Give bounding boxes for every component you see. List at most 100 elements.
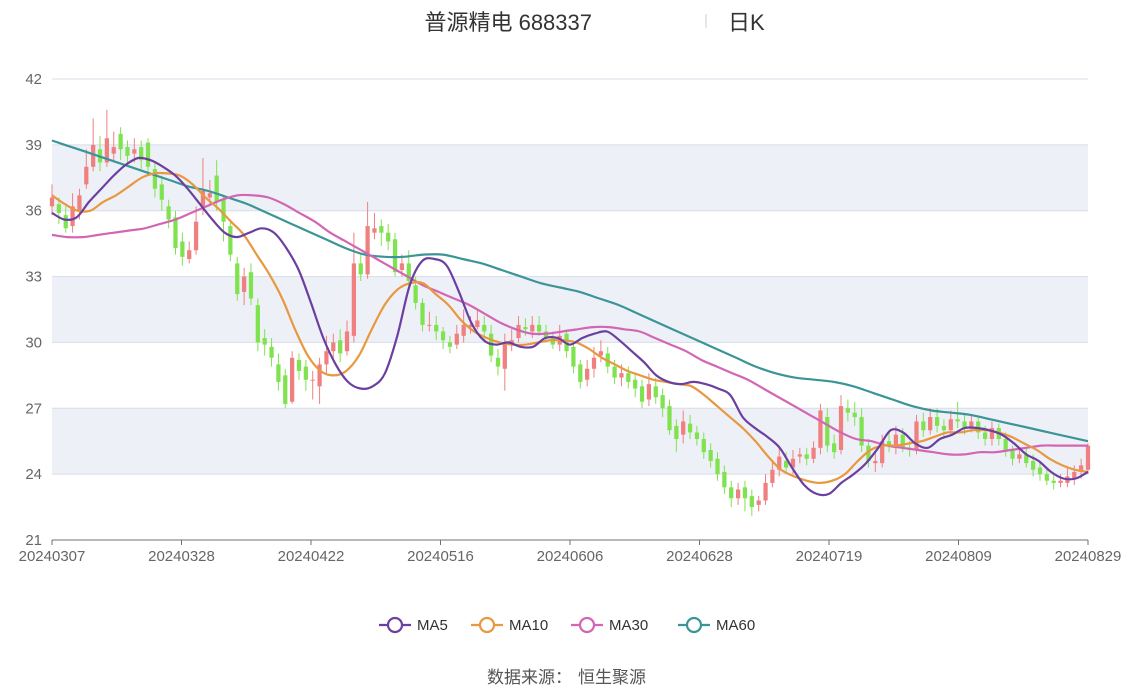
candle-body	[694, 432, 700, 440]
candle-body	[742, 487, 748, 499]
candle-body	[914, 421, 919, 450]
candle-body	[214, 175, 219, 202]
candle-body	[818, 410, 823, 448]
candle-body	[145, 142, 151, 167]
candle-body	[104, 138, 110, 163]
candle-body	[166, 206, 171, 220]
candle-body	[934, 417, 940, 426]
candle-body	[241, 276, 247, 292]
candle-body	[777, 456, 782, 470]
candle-body	[262, 338, 267, 345]
candle-body	[49, 197, 55, 207]
candle-body	[722, 471, 727, 488]
candle-body	[420, 302, 425, 325]
candle-body	[880, 441, 885, 464]
source-value: 恒生聚源	[578, 668, 646, 687]
candle-body	[969, 421, 974, 429]
candle-body	[859, 417, 864, 446]
candle-body	[310, 379, 315, 381]
moving-average-lines	[51, 139, 1089, 497]
candle-body	[1030, 460, 1036, 470]
legend-item-ma10[interactable]: MA10	[471, 616, 548, 634]
candle-body	[941, 425, 947, 431]
candle-body	[317, 364, 322, 387]
candle-body	[962, 421, 967, 429]
candle-body	[63, 215, 68, 229]
candle-body	[763, 482, 768, 501]
candle-body	[571, 346, 576, 367]
candle-body	[399, 263, 405, 270]
candle-body	[1085, 445, 1091, 470]
candle-body	[173, 217, 178, 249]
grid-band	[52, 144, 1088, 211]
candle-body	[152, 169, 158, 189]
candle-body	[290, 357, 295, 402]
candle-body	[351, 263, 357, 336]
y-tick-label: 30	[25, 334, 42, 351]
legend-item-ma60[interactable]: MA60	[678, 616, 755, 634]
candle-body	[200, 190, 206, 207]
candle-body	[434, 324, 439, 332]
candle-body	[180, 241, 185, 257]
candle-body	[585, 368, 590, 380]
candle-body	[598, 351, 604, 356]
legend-label: MA60	[716, 617, 755, 634]
candle-body	[372, 228, 377, 233]
candle-body	[139, 147, 144, 161]
candle-body	[468, 324, 473, 328]
x-tick-label: 20240809	[925, 548, 992, 565]
candle-body	[790, 458, 796, 468]
candle-body	[77, 195, 82, 211]
series-line-ma30	[51, 193, 1088, 456]
candle-body	[639, 386, 645, 402]
candle-body	[283, 375, 288, 404]
candle-body	[955, 419, 960, 422]
candle-body	[159, 184, 164, 200]
candle-body	[406, 263, 411, 281]
legend-item-ma30[interactable]: MA30	[571, 616, 648, 634]
candle-body	[1072, 471, 1077, 479]
candle-body	[276, 364, 281, 382]
candle-body	[1017, 454, 1022, 459]
candle-body	[976, 421, 981, 433]
candle-body	[1051, 480, 1056, 483]
candle-body	[1058, 480, 1063, 483]
candle-body	[873, 460, 878, 464]
candle-body	[729, 487, 734, 499]
candle-body	[440, 331, 446, 341]
candle-body	[461, 324, 466, 336]
candle-body	[187, 250, 192, 260]
chart-subtitle: 日K	[728, 10, 765, 35]
background-bands	[52, 144, 1088, 475]
candle-body	[735, 489, 741, 499]
y-tick-label: 42	[25, 71, 42, 88]
candle-body	[1024, 454, 1029, 464]
candle-body	[928, 417, 933, 431]
candle-body	[536, 324, 542, 332]
candle-body	[701, 439, 706, 453]
candle-body	[749, 496, 754, 508]
legend-marker	[578, 616, 596, 634]
candle-body	[948, 419, 953, 431]
candle-body	[921, 421, 926, 431]
candle-body	[1079, 465, 1084, 472]
candle-body	[886, 441, 892, 446]
candle-body	[248, 272, 254, 299]
y-tick-label: 39	[25, 137, 42, 154]
chart-title-group: 普源精电 688337 日K	[424, 10, 765, 35]
candle-body	[674, 425, 679, 440]
candle-body	[804, 454, 809, 459]
candle-body	[447, 342, 453, 347]
grid-band	[52, 276, 1088, 343]
x-tick-label: 20240628	[666, 548, 733, 565]
candle-body	[1003, 439, 1008, 450]
candle-body	[255, 305, 260, 343]
legend-item-ma5[interactable]: MA5	[379, 616, 448, 634]
candle-body	[832, 443, 837, 453]
candle-body	[756, 500, 761, 505]
candlesticks	[49, 109, 1091, 516]
candle-body	[235, 263, 240, 295]
candle-body	[331, 342, 336, 352]
candle-body	[84, 166, 89, 185]
